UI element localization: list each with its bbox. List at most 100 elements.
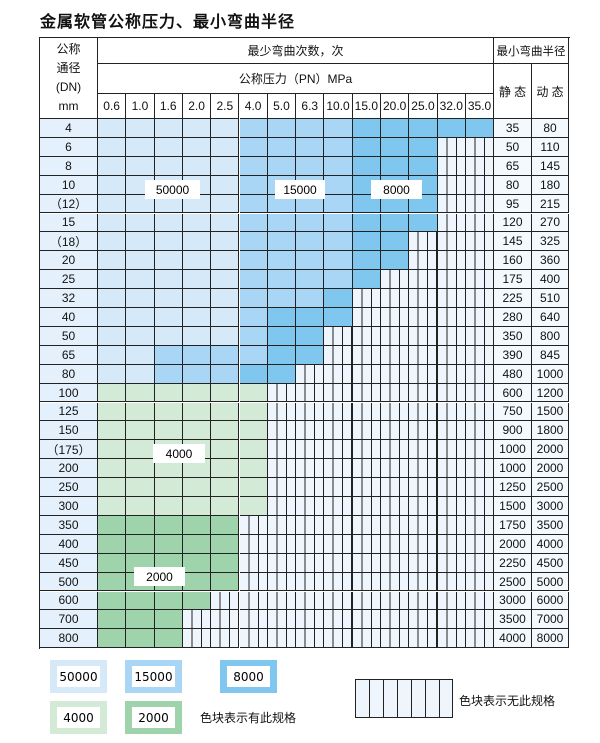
spec-cell [239, 194, 268, 214]
legend-label: 4000 [57, 707, 100, 728]
no-spec-cell [352, 289, 381, 308]
no-spec-cell [324, 383, 353, 403]
spec-cell [324, 175, 353, 195]
dynamic-radius-cell: 1000 [532, 364, 569, 384]
spec-cell [324, 308, 353, 327]
spec-cell [98, 572, 127, 592]
no-spec-cell [465, 478, 495, 497]
no-spec-cell [409, 459, 438, 479]
no-spec-cell [437, 156, 466, 176]
dynamic-radius-cell: 325 [532, 232, 569, 252]
no-spec-cell [381, 591, 410, 611]
no-spec-cell [267, 478, 297, 497]
no-spec-swatch [355, 679, 453, 718]
no-spec-cell [437, 213, 466, 233]
no-spec-cell [465, 553, 495, 573]
spec-cell [211, 119, 240, 138]
spec-cell [324, 137, 353, 157]
no-spec-cell [409, 402, 438, 422]
no-spec-cell [437, 629, 466, 649]
spec-cell [98, 194, 127, 214]
no-spec-cell [324, 515, 353, 535]
no-spec-cell [409, 364, 438, 384]
static-radius-cell: 175 [494, 270, 532, 290]
spec-cell [182, 421, 212, 441]
no-spec-cell [296, 553, 325, 573]
dn-cell: 50 [40, 326, 98, 346]
no-spec-cell [381, 345, 410, 365]
no-spec-cell [465, 232, 495, 252]
dynamic-radius-cell: 7000 [532, 610, 569, 630]
spec-cell [154, 364, 183, 384]
spec-cell [267, 289, 297, 308]
spec-cell [296, 156, 325, 176]
spec-cell [324, 194, 353, 214]
dynamic-radius-cell: 4000 [532, 534, 569, 554]
no-spec-cell [465, 459, 495, 479]
static-radius-cell: 2000 [494, 534, 532, 554]
spec-cell [182, 497, 212, 516]
legend-swatch: 8000 [220, 660, 277, 693]
no-spec-cell [409, 251, 438, 271]
no-spec-cell [324, 534, 353, 554]
no-spec-cell [409, 572, 438, 592]
no-spec-cell [409, 534, 438, 554]
dn-cell: 400 [40, 534, 98, 554]
no-spec-cell [381, 402, 410, 422]
dynamic-radius-cell: 2500 [532, 478, 569, 497]
spec-cell [98, 591, 127, 611]
spec-cell [154, 289, 183, 308]
spec-cell [154, 591, 183, 611]
static-radius-cell: 4000 [494, 629, 532, 649]
no-spec-cell [239, 515, 268, 535]
spec-cell [126, 534, 155, 554]
no-spec-cell [437, 515, 466, 535]
no-spec-cell [296, 478, 325, 497]
spec-cell [239, 383, 268, 403]
no-spec-cell [437, 459, 466, 479]
spec-cell [211, 478, 240, 497]
no-spec-cell [381, 289, 410, 308]
spec-cell [182, 553, 212, 573]
spec-cell [154, 515, 183, 535]
spec-cell [154, 459, 183, 479]
spec-cell [381, 251, 410, 271]
spec-cell [267, 213, 297, 233]
spec-cell [98, 289, 127, 308]
static-radius-cell: 3000 [494, 591, 532, 611]
spec-cell [182, 194, 212, 214]
region-label: 2000 [134, 567, 185, 586]
spec-cell [239, 497, 268, 516]
spec-cell [182, 402, 212, 422]
spec-cell [98, 308, 127, 327]
spec-cell [239, 156, 268, 176]
spec-cell [126, 232, 155, 252]
spec-cell [154, 326, 183, 346]
static-radius-cell: 1250 [494, 478, 532, 497]
no-spec-cell [296, 402, 325, 422]
no-spec-cell [296, 629, 325, 649]
spec-cell [182, 383, 212, 403]
spec-cell [98, 515, 127, 535]
spec-cell [296, 345, 325, 365]
no-spec-cell [239, 572, 268, 592]
no-spec-cell [465, 534, 495, 554]
dn-cell: 150 [40, 421, 98, 441]
spec-cell [211, 572, 240, 592]
spec-cell [154, 610, 183, 630]
no-spec-cell [409, 497, 438, 516]
spec-cell [98, 326, 127, 346]
spec-cell [98, 364, 127, 384]
spec-cell [182, 534, 212, 554]
spec-cell [267, 251, 297, 271]
no-spec-cell [239, 610, 268, 630]
spec-cell [126, 270, 155, 290]
spec-cell [211, 459, 240, 479]
no-spec-cell [381, 497, 410, 516]
spec-cell [154, 156, 183, 176]
spec-cell [126, 497, 155, 516]
spec-cell [98, 270, 127, 290]
dynamic-radius-cell: 3000 [532, 497, 569, 516]
spec-cell [154, 478, 183, 497]
dynamic-radius-cell: 5000 [532, 572, 569, 592]
